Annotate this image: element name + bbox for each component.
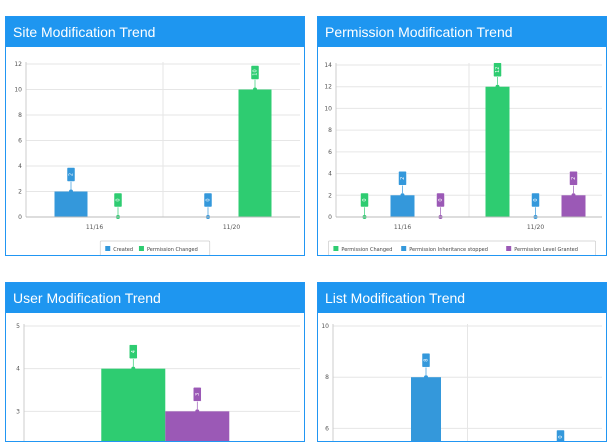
data-label-box (129, 344, 138, 359)
list-modification-chart: 6 8 10 8 0 (321, 323, 602, 441)
y-tick-label: 10 (321, 323, 329, 330)
y-tick-label: 8 (328, 127, 332, 134)
data-label: 0 (206, 198, 212, 201)
data-point (400, 193, 405, 198)
y-tick-label: 14 (324, 62, 332, 69)
y-tick-label: 10 (14, 87, 22, 94)
legend-box (328, 240, 596, 255)
legend-label: Permission Changed (341, 247, 392, 253)
data-label: 0 (438, 198, 444, 201)
data-label: 2 (571, 177, 577, 180)
site-modification-chart: 0 2 4 6 8 10 12 2 0 11/16 0 10 11/20 Created Permissio… (14, 61, 300, 255)
y-tick-label: 4 (328, 171, 332, 178)
y-tick-label: 6 (328, 149, 332, 156)
y-tick-label: 12 (14, 61, 22, 68)
data-label-box (493, 62, 502, 77)
data-label-box (436, 192, 445, 208)
bar (411, 377, 441, 441)
data-label-box (113, 192, 123, 208)
y-tick-label: 2 (18, 189, 22, 196)
panel-title: Permission Modification Trend (318, 17, 606, 47)
bar (101, 368, 166, 441)
legend-swatch (105, 246, 111, 251)
x-tick-label: 11/20 (527, 224, 544, 231)
data-point (495, 84, 500, 89)
y-tick-label: 8 (325, 374, 329, 381)
x-tick-label: 11/16 (86, 224, 103, 231)
data-label: 3 (195, 393, 201, 396)
y-tick-label: 2 (328, 192, 332, 199)
y-tick-label: 0 (18, 214, 22, 221)
y-tick-label: 4 (18, 163, 22, 170)
data-label-box (193, 387, 202, 402)
data-label-box (360, 192, 369, 208)
bar (390, 195, 415, 217)
panel-title: Site Modification Trend (6, 17, 304, 47)
list-modification-panel: List Modification Trend 6 8 10 8 0 (317, 282, 607, 442)
bar (54, 191, 88, 217)
data-label-box (203, 192, 213, 208)
data-point (571, 193, 576, 198)
data-label-box (250, 65, 260, 80)
data-label-box (569, 171, 578, 186)
data-label: 0 (533, 198, 539, 201)
legend-label: Permission Level Granted (514, 247, 578, 253)
data-label: 8 (424, 359, 430, 362)
data-label-box (531, 192, 540, 208)
y-tick-label: 8 (18, 112, 22, 119)
legend-box (99, 240, 211, 255)
data-label: 2 (400, 177, 406, 180)
legend-swatch (138, 246, 144, 251)
y-tick-label: 12 (324, 84, 332, 91)
data-label: 4 (131, 350, 137, 353)
y-tick-label: 3 (16, 408, 20, 415)
y-tick-label: 10 (324, 105, 332, 112)
user-modification-chart: 3 4 5 4 3 (16, 323, 300, 441)
panel-title: List Modification Trend (318, 283, 606, 313)
bar (485, 86, 510, 217)
legend-label: Permission Changed (147, 247, 198, 253)
data-point (424, 375, 428, 380)
data-point (131, 366, 136, 371)
data-label: 0 (116, 198, 122, 201)
data-label: 0 (362, 198, 368, 201)
x-tick-label: 11/20 (223, 224, 240, 231)
permission-modification-chart: 0 2 4 6 8 10 12 14 0 2 0 11/16 12 0 2 11/20 Permission C… (324, 62, 602, 255)
site-modification-panel: Site Modification Trend 0 2 4 6 8 10 12 2 0 11/16… (5, 16, 305, 256)
legend-label: Permission Inheritance stopped (409, 247, 488, 253)
bar (165, 411, 230, 441)
data-point (195, 409, 200, 414)
data-label-box (66, 167, 76, 182)
y-tick-label: 4 (16, 366, 20, 373)
legend-label: Created (113, 247, 133, 253)
data-label: 10 (253, 69, 259, 75)
permission-modification-panel: Permission Modification Trend 0 2 4 6 8 10 12 1… (317, 16, 607, 256)
y-tick-label: 0 (328, 214, 332, 221)
legend-swatch (506, 246, 512, 251)
data-point (253, 87, 257, 92)
x-tick-label: 11/16 (394, 224, 411, 231)
y-tick-label: 6 (325, 425, 329, 432)
y-tick-label: 6 (18, 138, 22, 145)
bar (561, 195, 586, 217)
user-modification-panel: User Modification Trend 3 4 5 4 3 (5, 282, 305, 442)
data-label: 2 (69, 173, 75, 176)
data-label: 0 (558, 435, 564, 438)
legend-swatch (333, 246, 339, 251)
data-label-box (421, 352, 431, 368)
y-tick-label: 5 (16, 323, 20, 330)
data-point (69, 189, 73, 194)
legend-swatch (401, 246, 407, 251)
data-label-box (398, 171, 407, 186)
panel-title: User Modification Trend (6, 283, 304, 313)
data-label: 12 (495, 67, 501, 73)
bar (238, 89, 272, 217)
